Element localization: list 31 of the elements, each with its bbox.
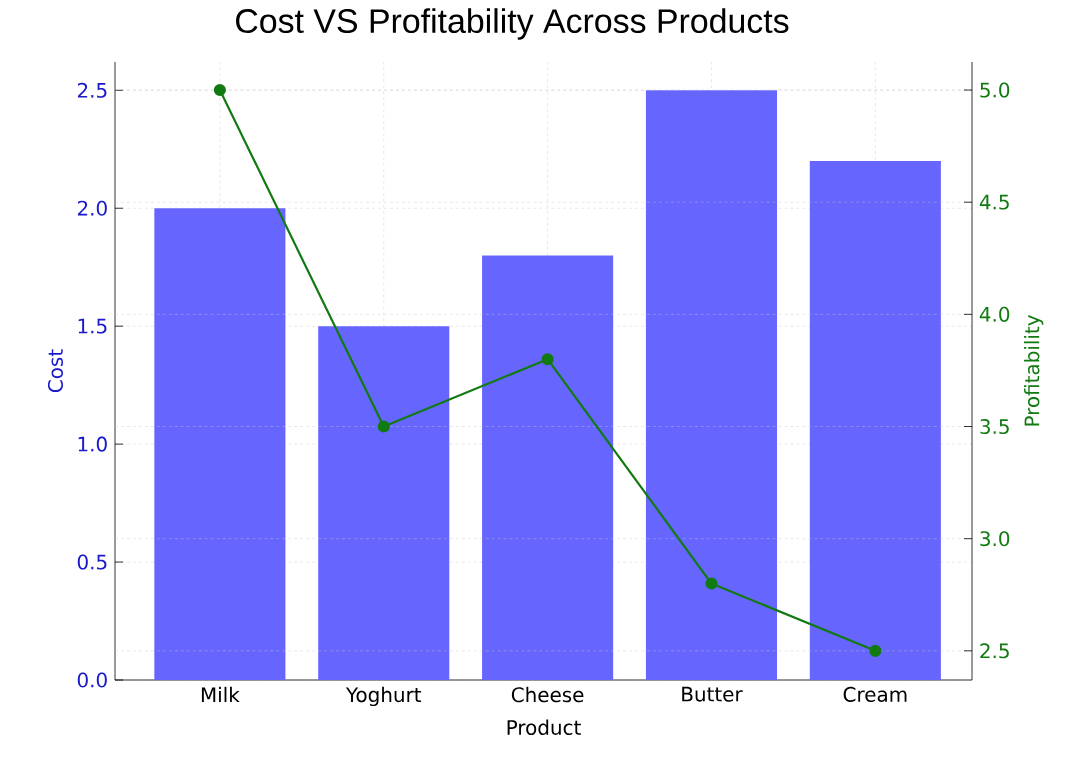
y-tick-label: 2.5 — [77, 82, 107, 98]
y-tick-label: 1.5 — [78, 318, 107, 334]
bar — [318, 326, 450, 680]
chart-title: Cost VS Profitability Across Products — [236, 8, 789, 40]
y-tick-label: 1.0 — [78, 436, 107, 452]
x-tick-label: Butter — [682, 686, 743, 702]
bar — [645, 90, 778, 680]
y-axis-title: Cost — [47, 349, 63, 393]
x-axis-title: Product — [507, 719, 581, 736]
y-tick-label: 0.0 — [77, 672, 107, 688]
point — [377, 420, 390, 433]
x-tick-label: Yoghurt — [345, 686, 422, 707]
bar — [809, 161, 941, 680]
point — [705, 577, 718, 590]
y-tick-label: 2.0 — [77, 200, 107, 216]
x-tick-label: Cream — [843, 686, 907, 702]
y2-tick-label: 4.5 — [979, 194, 1009, 210]
y2-tick-label: 5.0 — [980, 82, 1010, 98]
y2-axis-title: Profitability — [1024, 315, 1044, 426]
bar — [482, 255, 614, 680]
y-tick-label: 0.5 — [77, 554, 107, 570]
y2-tick-label: 4.0 — [979, 306, 1010, 322]
x-tick-label: Milk — [201, 686, 240, 702]
point — [869, 644, 882, 657]
y2-tick-label: 2.5 — [980, 643, 1009, 659]
x-tick-label: Cheese — [511, 686, 584, 703]
y2-tick-label: 3.5 — [980, 418, 1009, 435]
y2-tick-label: 3.0 — [980, 531, 1010, 547]
point — [213, 83, 226, 97]
point — [541, 353, 554, 366]
bar — [154, 208, 286, 680]
